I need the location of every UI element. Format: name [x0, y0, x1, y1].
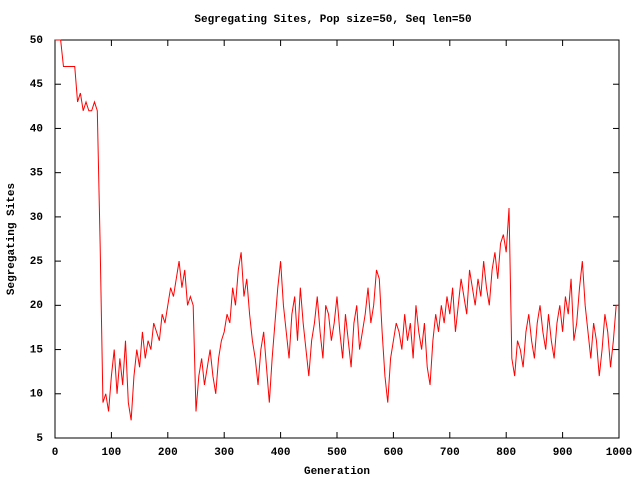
data-line [55, 39, 619, 421]
x-tick-label: 500 [327, 447, 347, 459]
y-tick-label: 35 [30, 168, 44, 180]
y-tick-label: 50 [30, 35, 43, 47]
x-tick-label: 700 [440, 447, 460, 459]
y-tick-label: 10 [30, 389, 43, 401]
y-tick-label: 20 [30, 300, 43, 312]
x-axis-label: Generation [304, 466, 370, 478]
y-tick-label: 25 [30, 256, 44, 268]
x-tick-label: 100 [101, 447, 121, 459]
y-tick-label: 30 [30, 212, 43, 224]
x-tick-label: 1000 [606, 447, 632, 459]
x-tick-label: 400 [271, 447, 291, 459]
y-tick-label: 40 [30, 123, 43, 135]
x-tick-label: 0 [52, 447, 59, 459]
y-tick-label: 45 [30, 79, 44, 91]
y-axis-label: Segregating Sites [6, 183, 18, 295]
x-tick-label: 200 [158, 447, 178, 459]
x-tick-label: 800 [496, 447, 516, 459]
x-tick-label: 300 [214, 447, 234, 459]
chart-title: Segregating Sites, Pop size=50, Seq len=… [194, 14, 471, 26]
y-tick-label: 5 [36, 433, 43, 445]
x-tick-label: 900 [553, 447, 573, 459]
plot-border [54, 39, 620, 439]
x-tick-label: 600 [383, 447, 403, 459]
y-tick-label: 15 [30, 344, 44, 356]
